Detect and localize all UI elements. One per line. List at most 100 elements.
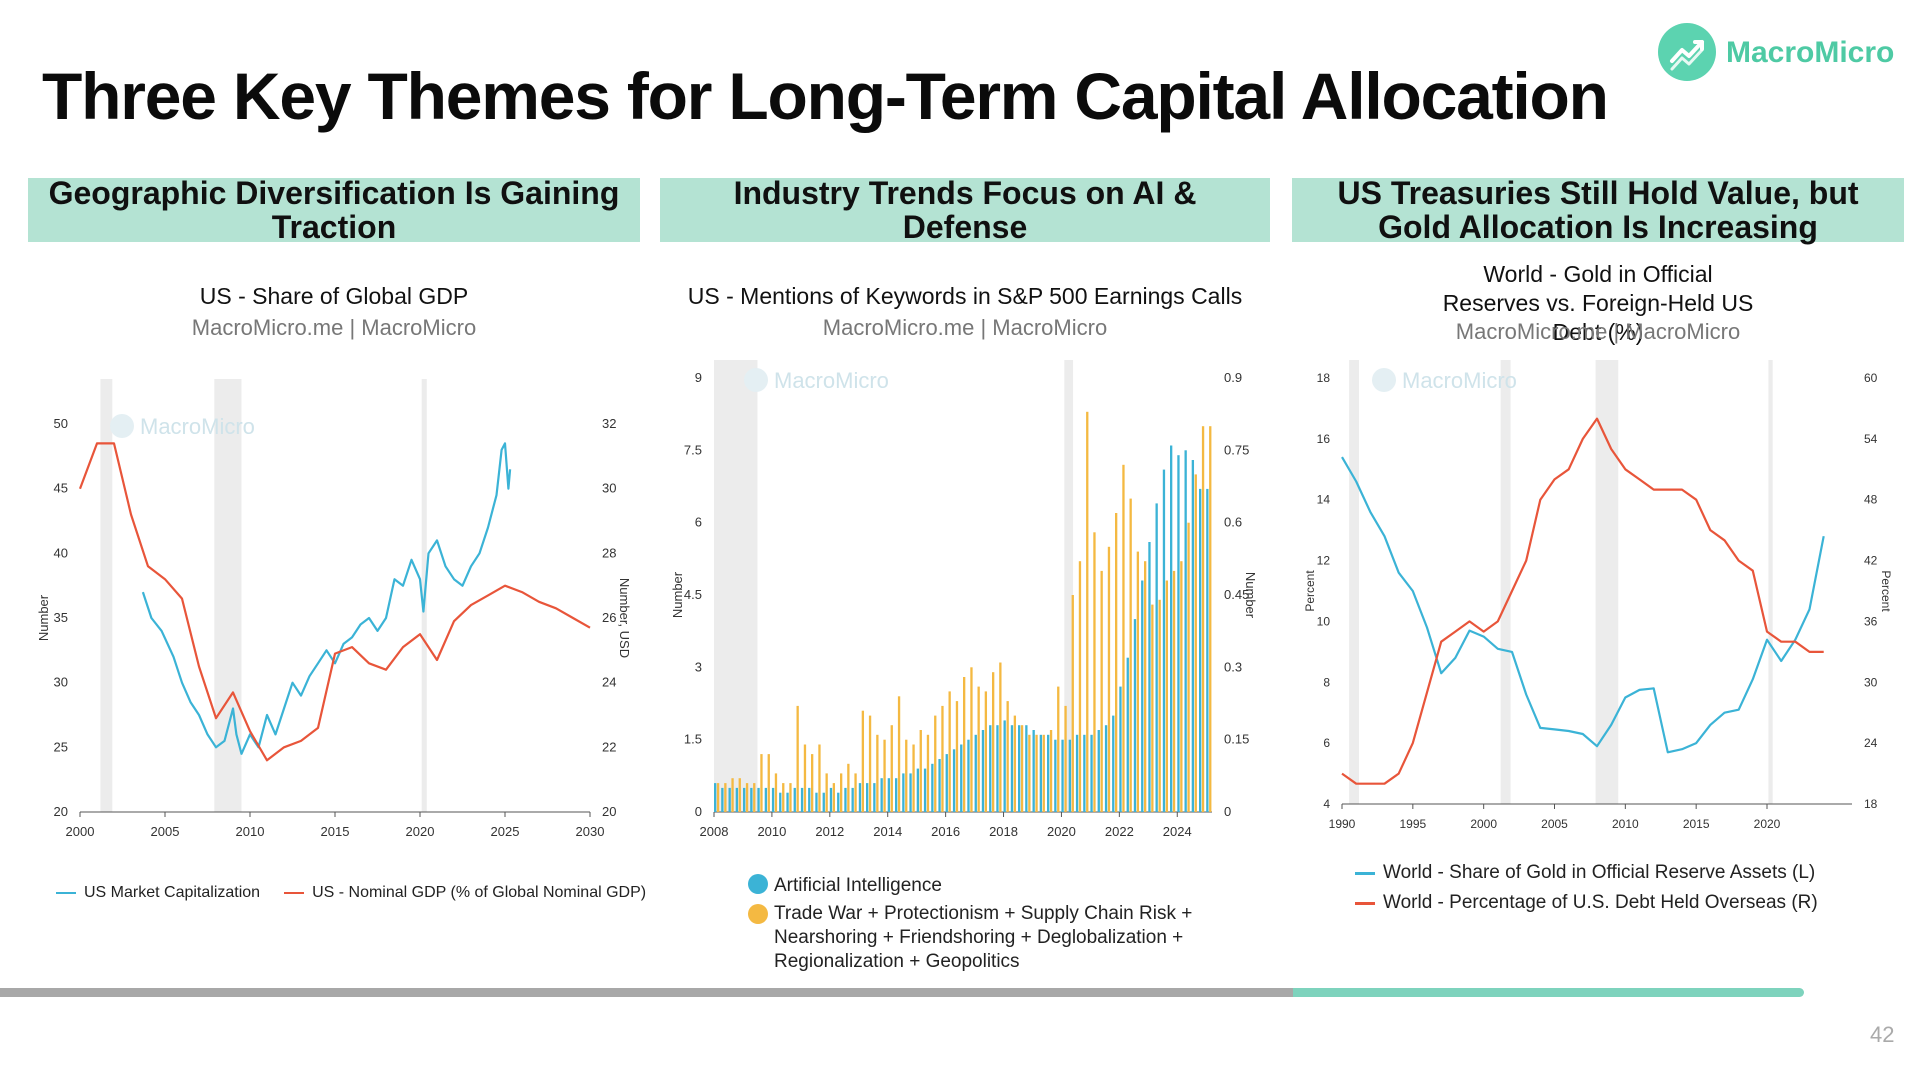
x-tick-label: 2024 [1163, 824, 1192, 839]
bar-0 [1177, 455, 1180, 812]
bar-1 [724, 783, 727, 812]
bar-1 [1049, 730, 1053, 812]
y-right-tick-label: 0.9 [1224, 370, 1242, 385]
bar-1 [789, 783, 792, 812]
bar-1 [984, 691, 988, 812]
bar-1 [999, 662, 1002, 812]
bar-1 [1187, 522, 1190, 812]
x-tick-label: 2022 [1105, 824, 1134, 839]
y-tick-label: 50 [54, 416, 68, 431]
bar-1 [796, 705, 799, 812]
bar-0 [866, 783, 869, 812]
bar-0 [916, 768, 920, 812]
bar-0 [1191, 460, 1195, 812]
bar-0 [1126, 657, 1129, 812]
bar-1 [934, 715, 937, 812]
y-tick-label: 45 [54, 481, 68, 496]
bar-1 [1107, 546, 1111, 812]
bar-0 [960, 744, 963, 812]
bar-0 [800, 787, 804, 812]
y-right-tick-label: 24 [1864, 736, 1878, 750]
bar-0 [1083, 734, 1086, 812]
chart-2-legend: Artificial Intelligence Trade War + Prot… [748, 874, 1218, 978]
legend-item-gold-share: World - Share of Gold in Official Reserv… [1355, 860, 1818, 886]
y-tick-label: 35 [54, 610, 68, 625]
x-tick-label: 2015 [1683, 817, 1710, 831]
bar-1 [977, 686, 980, 812]
progress-track [0, 988, 1293, 997]
x-tick-label: 1990 [1329, 817, 1356, 831]
bar-1 [1057, 686, 1060, 812]
bar-1 [825, 773, 828, 812]
x-tick-label: 2010 [757, 824, 786, 839]
y-right-tick-label: 18 [1864, 797, 1878, 811]
chart-2-source: MacroMicro.me | MacroMicro [822, 315, 1108, 340]
y-tick-label: 9 [695, 370, 702, 385]
y-tick-label: 16 [1317, 432, 1331, 446]
x-tick-label: 2005 [151, 824, 180, 839]
chart-2-title: US - Mentions of Keywords in S&P 500 Ear… [687, 283, 1243, 309]
watermark-text: MacroMicro [1402, 368, 1517, 393]
y-tick-label: 7.5 [684, 442, 702, 457]
y-right-tick-label: 32 [602, 416, 616, 431]
bar-1 [963, 677, 966, 812]
bar-0 [1133, 619, 1137, 812]
y-tick-label: 1.5 [684, 732, 702, 747]
bar-0 [1112, 715, 1115, 812]
recession-band [214, 379, 242, 812]
chart-1-legend: US Market Capitalization US - Nominal GD… [56, 882, 646, 908]
bar-1 [1028, 734, 1031, 812]
bar-0 [815, 792, 818, 812]
bar-1 [912, 744, 915, 812]
bar-0 [750, 787, 753, 812]
y-right-tick-label: 30 [1864, 675, 1878, 689]
watermark-icon [110, 414, 134, 438]
y-tick-label: 30 [54, 675, 68, 690]
bar-0 [1141, 580, 1144, 812]
y-tick-label: 40 [54, 545, 68, 560]
bar-0 [989, 725, 992, 812]
bar-0 [1018, 725, 1021, 812]
y-right-axis-title: Number, USD [617, 578, 632, 658]
bar-0 [735, 787, 739, 812]
recession-band [1595, 360, 1619, 804]
bar-0 [793, 787, 796, 812]
watermark-text: MacroMicro [774, 368, 889, 393]
bar-0 [1010, 725, 1014, 812]
series-line-0 [141, 442, 512, 755]
watermark-icon [1372, 368, 1396, 392]
series-line-0 [1341, 456, 1825, 754]
bar-0 [721, 787, 724, 812]
bar-1 [1144, 561, 1147, 812]
bar-1 [919, 730, 922, 812]
bar-0 [887, 778, 891, 812]
bar-1 [767, 754, 770, 812]
bar-0 [1090, 734, 1093, 812]
x-tick-label: 2015 [321, 824, 350, 839]
bar-1 [948, 691, 951, 812]
x-tick-label: 2010 [1612, 817, 1639, 831]
x-tick-label: 1995 [1399, 817, 1426, 831]
legend-item-trade-war: Trade War + Protectionism + Supply Chain… [748, 902, 1218, 974]
bar-1 [803, 744, 807, 812]
bar-1 [1115, 513, 1118, 812]
y-tick-label: 10 [1317, 614, 1331, 628]
y-tick-label: 4.5 [684, 587, 702, 602]
bar-1 [840, 773, 843, 812]
bar-0 [714, 783, 717, 812]
y-tick-label: 4 [1323, 797, 1330, 811]
y-right-tick-label: 26 [602, 610, 616, 625]
bar-0 [771, 787, 775, 812]
chart-3-source: MacroMicro.me | MacroMicro [1455, 319, 1741, 344]
bar-1 [738, 778, 741, 812]
bar-1 [1071, 595, 1074, 812]
y-right-axis-title: Number [1243, 572, 1258, 619]
bar-0 [981, 730, 985, 812]
legend-label: World - Share of Gold in Official Reserv… [1383, 862, 1816, 883]
legend-item-debt-overseas: World - Percentage of U.S. Debt Held Ove… [1355, 890, 1818, 916]
legend-label: World - Percentage of U.S. Debt Held Ove… [1383, 892, 1818, 913]
bar-0 [902, 773, 905, 812]
chart-logo-icon [1658, 23, 1716, 81]
bar-0 [1170, 445, 1173, 812]
y-right-tick-label: 54 [1864, 432, 1878, 446]
